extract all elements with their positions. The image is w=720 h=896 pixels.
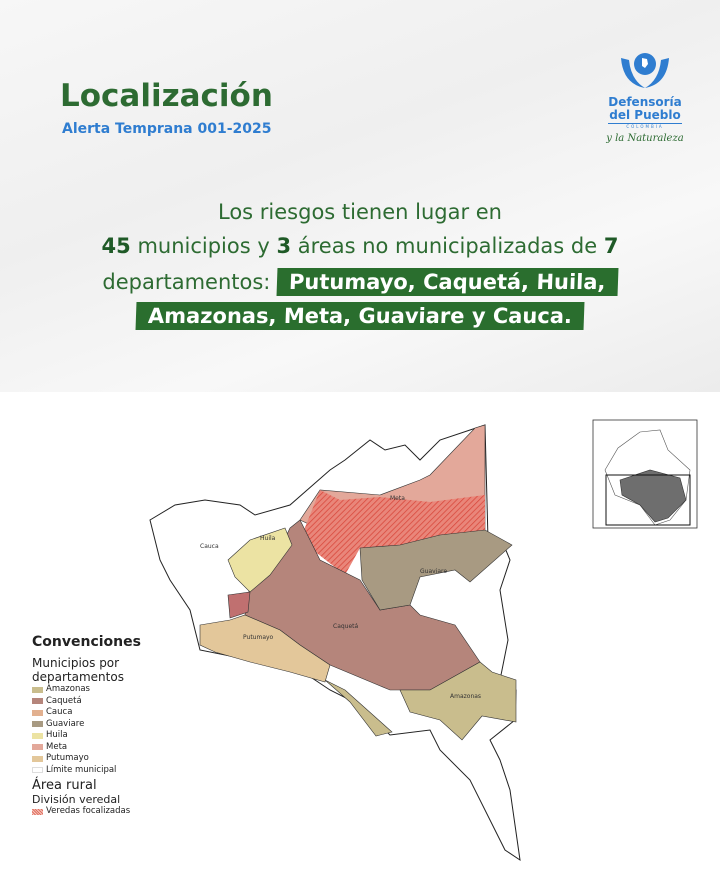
legend-label: Veredas focalizadas xyxy=(46,806,131,816)
lead-line4: Amazonas, Meta, Guaviare y Cauca. xyxy=(0,302,720,330)
region-meta-veredas xyxy=(300,490,485,575)
legend-swatch xyxy=(32,732,43,739)
legend-swatch xyxy=(32,755,43,762)
legend-swatch xyxy=(32,721,43,728)
legend-swatch xyxy=(32,744,43,751)
lead-line3: departamentos: Putumayo, Caquetá, Huila, xyxy=(0,268,720,296)
region-amazonas-west xyxy=(324,679,393,737)
lead-line2: 45 municipios y 3 áreas no municipalizad… xyxy=(0,234,720,258)
legend-division: División veredal xyxy=(32,793,121,806)
legend-label: Caquetá xyxy=(46,695,82,706)
region-cauca xyxy=(227,591,251,619)
logo-tagline: y la Naturaleza xyxy=(606,133,684,144)
legend-group: Municipios por departamentos xyxy=(32,656,124,684)
legend-item: Caquetá xyxy=(32,696,142,708)
municipios-count: 45 xyxy=(101,234,131,258)
hatch-swatch xyxy=(32,808,43,815)
page-title: Localización xyxy=(60,78,273,114)
legend-label: Putumayo xyxy=(46,753,89,763)
legend-label: Guaviare xyxy=(46,718,85,729)
legend-item: Meta xyxy=(32,742,142,754)
label-putumayo: Putumayo xyxy=(243,634,274,641)
hands-globe-icon xyxy=(621,53,669,88)
legend-rural: Área rural xyxy=(32,778,97,793)
areas-count: 3 xyxy=(276,234,292,258)
highlight-departments-2: Amazonas, Meta, Guaviare y Cauca. xyxy=(135,302,585,330)
legend-items: Amazonas Caquetá Cauca Guaviare Huila Meta Put… xyxy=(32,684,142,776)
legend-label: Meta xyxy=(46,741,68,752)
legend-label: Cauca xyxy=(46,707,73,717)
lead-line1: Los riesgos tienen lugar en xyxy=(217,200,502,224)
region-guaviare xyxy=(359,529,513,611)
legend-swatch xyxy=(32,767,43,774)
legend-item: Amazonas xyxy=(32,684,142,696)
label-guaviare: Guaviare xyxy=(420,568,447,575)
legend-swatch xyxy=(32,709,43,716)
legend-item: Guaviare xyxy=(32,719,142,731)
legend-item: Putumayo xyxy=(32,753,142,765)
highlight-departments-1: Putumayo, Caquetá, Huila, xyxy=(276,268,619,296)
inset-map xyxy=(592,419,698,529)
legend-item: Límite municipal xyxy=(32,765,142,777)
label-amazonas: Amazonas xyxy=(450,693,481,700)
legend-title: Convenciones xyxy=(32,634,141,650)
map: Cauca Huila Meta Guaviare Caquetá Putuma… xyxy=(149,419,698,862)
map-legend: Convenciones Municipios por departamento… xyxy=(32,634,142,818)
legend-label: Límite municipal xyxy=(46,764,117,775)
region-amazonas xyxy=(399,661,517,741)
region-putumayo xyxy=(199,614,331,683)
label-huila: Huila xyxy=(260,535,276,542)
legend-item: Huila xyxy=(32,730,142,742)
logo-country: COLOMBIA xyxy=(608,123,682,129)
label-caqueta: Caquetá xyxy=(333,623,359,630)
label-meta: Meta xyxy=(390,495,405,502)
logo-line2: del Pueblo xyxy=(609,108,681,122)
legend-label: Huila xyxy=(46,730,68,740)
deptos-text: departamentos: xyxy=(102,270,271,294)
deptos-count: 7 xyxy=(603,234,619,258)
legend-label: Amazonas xyxy=(46,684,90,694)
legend-swatch xyxy=(32,698,43,705)
legend-swatch xyxy=(32,686,43,693)
legend-item: Cauca xyxy=(32,707,142,719)
logo-line1: Defensoría xyxy=(608,95,682,109)
page-subtitle: Alerta Temprana 001-2025 xyxy=(62,121,272,137)
defensoria-logo: Defensoría del Pueblo COLOMBIA y la Natu… xyxy=(600,50,690,144)
region-huila xyxy=(227,527,293,593)
areas-text: áreas no municipalizadas de xyxy=(291,234,604,258)
label-cauca: Cauca xyxy=(200,543,219,550)
municipios-text: municipios y xyxy=(130,234,277,258)
legend-item-veredas: Veredas focalizadas xyxy=(32,806,142,818)
